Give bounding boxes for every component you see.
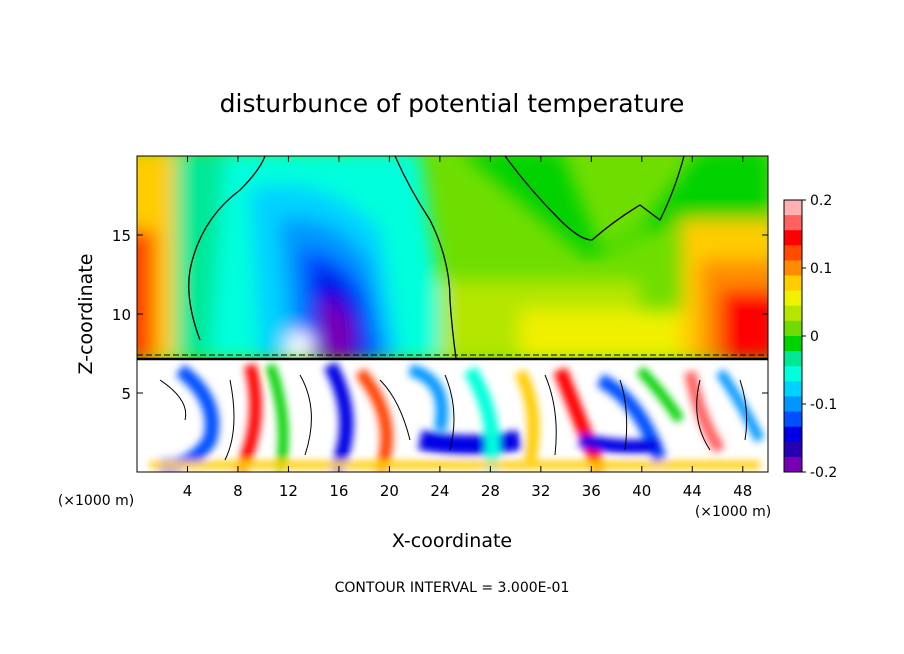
- colorbar-tick-label: -0.1: [810, 397, 837, 413]
- colorbar: 0.2 0.1 0 -0.1 -0.2: [783, 193, 837, 481]
- x-tick-label: 4: [183, 482, 193, 500]
- x-tick-label: 32: [531, 482, 550, 500]
- colorbar-swatch: [784, 396, 802, 413]
- colorbar-swatch: [784, 381, 802, 397]
- upper-field: [137, 156, 768, 360]
- colorbar-swatch: [784, 230, 802, 246]
- colorbar-swatch: [784, 290, 802, 307]
- colorbar-swatch: [784, 320, 802, 337]
- y-axis: 5 10 15: [112, 227, 768, 403]
- colorbar-tick-label: 0.2: [810, 193, 832, 209]
- lower-contour-lines: [159, 374, 748, 461]
- colorbar-swatch: [784, 456, 802, 473]
- colorbar-swatch: [784, 245, 802, 261]
- colorbar-swatch: [784, 426, 802, 443]
- colorbar-swatch: [784, 305, 802, 322]
- x-tick-label: 24: [430, 482, 449, 500]
- lower-field: [137, 359, 768, 472]
- plot-area: [137, 156, 768, 472]
- y-axis-label: Z-coordinate: [75, 254, 97, 375]
- x-tick-label: 48: [733, 482, 752, 500]
- x-tick-label: 36: [582, 482, 601, 500]
- zero-contour-line: [188, 156, 685, 359]
- colorbar-swatch: [784, 411, 802, 428]
- x-axis: 4 8 12 16 20 24 28 32 36 40 44 48: [183, 156, 752, 500]
- colorbar-swatch: [784, 366, 802, 382]
- x-tick-label: 20: [380, 482, 399, 500]
- colorbar-swatch: [784, 200, 802, 216]
- colorbar-swatch: [784, 215, 802, 231]
- colorbar-swatch: [784, 441, 802, 458]
- colorbar-swatch: [784, 275, 802, 292]
- colorbar-swatch: [784, 336, 802, 352]
- x-tick-label: 40: [632, 482, 651, 500]
- x-axis-unit-right: (×1000 m): [695, 504, 771, 520]
- x-axis-unit-left: (×1000 m): [58, 493, 134, 509]
- y-tick-label: 15: [112, 227, 131, 245]
- x-tick-label: 8: [233, 482, 243, 500]
- x-axis-label: X-coordinate: [392, 530, 512, 552]
- x-tick-label: 28: [481, 482, 500, 500]
- y-tick-label: 10: [112, 306, 131, 324]
- colorbar-tick-label: 0.1: [810, 261, 832, 277]
- colorbar-swatch: [784, 351, 802, 367]
- colorbar-swatch: [784, 260, 802, 277]
- contour-interval-note: CONTOUR INTERVAL = 3.000E-01: [335, 580, 570, 596]
- y-tick-label: 5: [121, 385, 131, 403]
- x-tick-label: 16: [329, 482, 348, 500]
- colorbar-tick-label: 0: [810, 329, 819, 345]
- x-tick-label: 12: [279, 482, 298, 500]
- colorbar-tick-label: -0.2: [810, 465, 837, 481]
- x-tick-label: 44: [683, 482, 702, 500]
- chart-title: disturbunce of potential temperature: [220, 89, 685, 118]
